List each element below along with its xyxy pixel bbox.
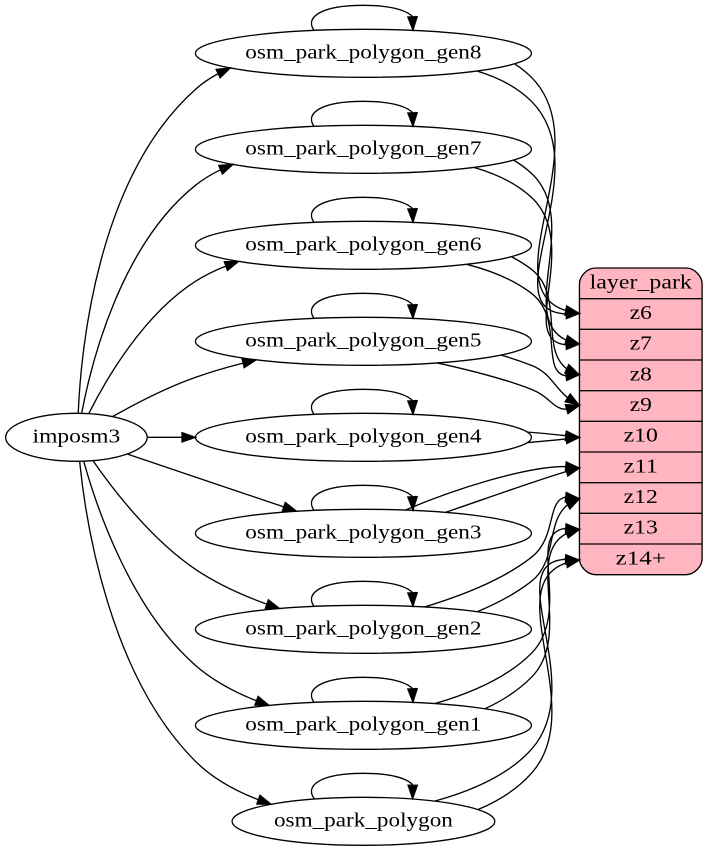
svg-text:osm_park_polygon_gen2: osm_park_polygon_gen2 — [245, 617, 481, 639]
svg-text:z13: z13 — [624, 517, 658, 539]
svg-text:osm_park_polygon: osm_park_polygon — [274, 809, 453, 831]
svg-text:osm_park_polygon_gen7: osm_park_polygon_gen7 — [245, 137, 481, 159]
svg-text:osm_park_polygon_gen4: osm_park_polygon_gen4 — [245, 425, 481, 447]
svg-text:z12: z12 — [624, 486, 658, 508]
svg-text:osm_park_polygon_gen5: osm_park_polygon_gen5 — [245, 329, 481, 351]
svg-text:layer_park: layer_park — [590, 271, 693, 293]
svg-text:z10: z10 — [624, 425, 658, 447]
svg-text:z6: z6 — [630, 302, 652, 324]
svg-text:osm_park_polygon_gen8: osm_park_polygon_gen8 — [245, 41, 481, 63]
svg-text:z14+: z14+ — [616, 547, 666, 569]
svg-text:osm_park_polygon_gen6: osm_park_polygon_gen6 — [245, 233, 481, 255]
svg-text:z11: z11 — [624, 455, 658, 477]
svg-text:osm_park_polygon_gen1: osm_park_polygon_gen1 — [245, 713, 481, 735]
svg-text:osm_park_polygon_gen3: osm_park_polygon_gen3 — [245, 521, 481, 543]
svg-text:z8: z8 — [630, 363, 652, 385]
svg-text:imposm3: imposm3 — [33, 425, 121, 447]
svg-text:z7: z7 — [630, 333, 652, 355]
svg-text:z9: z9 — [630, 394, 652, 416]
